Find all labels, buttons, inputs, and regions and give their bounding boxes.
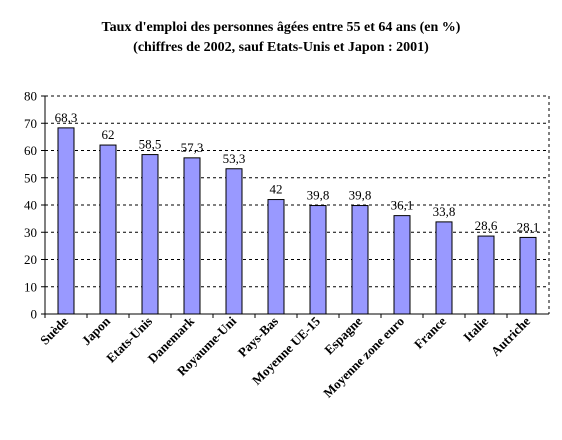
bar bbox=[99, 144, 117, 315]
bars bbox=[57, 127, 537, 315]
data-label: 39,8 bbox=[307, 188, 330, 203]
y-tick-label: 50 bbox=[24, 170, 37, 185]
x-tick-label: Italie bbox=[460, 313, 491, 344]
bar bbox=[267, 199, 285, 315]
y-tick-label: 20 bbox=[24, 252, 37, 267]
gridlines bbox=[45, 95, 549, 288]
data-label: 28,1 bbox=[517, 219, 540, 234]
y-tick-label: 0 bbox=[31, 307, 38, 322]
x-tick-label: Suède bbox=[37, 313, 71, 347]
y-tick-label: 60 bbox=[24, 143, 37, 158]
chart-title: Taux d'emploi des personnes âgées entre … bbox=[101, 20, 461, 35]
bar bbox=[519, 236, 537, 315]
bar bbox=[435, 221, 453, 315]
x-tick-label: Moyenne zone euro bbox=[320, 314, 407, 401]
bar bbox=[393, 215, 411, 315]
y-tick-label: 40 bbox=[24, 198, 37, 213]
data-label: 36,1 bbox=[391, 198, 414, 213]
data-label: 53,3 bbox=[223, 151, 246, 166]
y-tick-label: 30 bbox=[24, 225, 37, 240]
y-axis-ticks: 0 10 20 30 40 50 60 70 80 bbox=[24, 89, 45, 322]
bar bbox=[141, 154, 159, 315]
data-labels: 68,3 62 58,5 57,3 53,3 42 39,8 39,8 36,1 33,8 28,6… bbox=[55, 110, 540, 235]
data-label: 58,5 bbox=[139, 137, 162, 152]
bar bbox=[57, 127, 75, 315]
data-label: 33,8 bbox=[433, 204, 456, 219]
bar bbox=[477, 235, 495, 315]
x-tick-label: France bbox=[411, 313, 449, 351]
bar bbox=[225, 168, 243, 315]
y-tick-label: 70 bbox=[24, 116, 37, 131]
x-tick-label: Autriche bbox=[488, 313, 533, 358]
x-axis-labels: Suède JaponEtats-UnisDanemarkRoyaume-UniP… bbox=[37, 313, 533, 401]
data-label: 68,3 bbox=[55, 110, 78, 125]
y-tick-label: 10 bbox=[24, 279, 37, 294]
data-label: 57,3 bbox=[181, 140, 204, 155]
bar bbox=[309, 205, 327, 315]
bar bbox=[183, 157, 201, 315]
data-label: 28,6 bbox=[475, 218, 498, 233]
x-tick-label: Japon bbox=[78, 313, 113, 348]
data-label: 39,8 bbox=[349, 188, 372, 203]
data-label: 42 bbox=[270, 182, 283, 197]
bar bbox=[351, 205, 369, 315]
data-label: 62 bbox=[102, 127, 115, 142]
y-tick-label: 80 bbox=[24, 89, 37, 104]
chart-subtitle: (chiffres de 2002, sauf Etats-Unis et Ja… bbox=[133, 40, 429, 55]
axes bbox=[44, 96, 550, 315]
